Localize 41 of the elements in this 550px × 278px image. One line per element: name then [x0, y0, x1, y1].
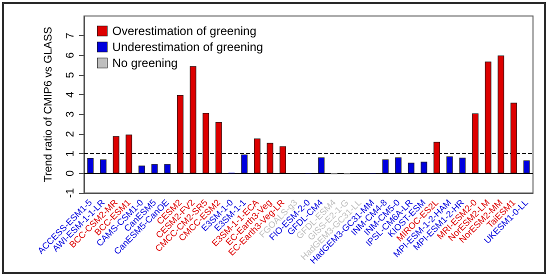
- y-tick-label: 4: [64, 92, 76, 98]
- legend-label: Underestimation of greening: [112, 40, 264, 54]
- bar: [87, 158, 94, 174]
- bar: [164, 164, 171, 174]
- bar: [318, 157, 325, 174]
- bar: [202, 112, 210, 174]
- bar: [510, 102, 517, 174]
- bar: [151, 164, 158, 174]
- bar: [484, 62, 492, 174]
- y-tick-label: 0: [64, 170, 76, 176]
- bar: [112, 136, 120, 174]
- bar: [215, 122, 222, 174]
- legend-label: Overestimation of greening: [112, 24, 256, 38]
- bar: [177, 95, 184, 174]
- y-axis-title: Trend ratio of CMIP6 vs GLASS: [42, 26, 54, 182]
- bar: [446, 156, 453, 174]
- bar: [100, 159, 106, 174]
- bar: [190, 66, 196, 174]
- bar: [382, 159, 389, 174]
- legend-label: No greening: [112, 56, 178, 70]
- y-tick-label: 3: [64, 111, 76, 118]
- bar: [434, 142, 440, 174]
- bar: [138, 166, 145, 174]
- y-tick-label: 1: [64, 150, 76, 157]
- bar: [523, 160, 530, 174]
- bar: [472, 113, 478, 174]
- bar: [126, 134, 132, 174]
- y-tick-label: 6: [64, 52, 76, 58]
- bar: [395, 157, 402, 174]
- bar: [241, 154, 248, 174]
- y-tick-label: 7: [64, 32, 76, 39]
- bar: [266, 142, 274, 174]
- bar: [254, 138, 260, 174]
- bar: [498, 56, 504, 174]
- bar: [420, 162, 428, 174]
- bar: [280, 146, 286, 174]
- y-tick-label: 5: [64, 72, 76, 78]
- y-tick-label: -1: [64, 188, 76, 198]
- y-tick-label: 2: [64, 130, 76, 138]
- bar: [459, 158, 466, 174]
- bar: [408, 162, 414, 174]
